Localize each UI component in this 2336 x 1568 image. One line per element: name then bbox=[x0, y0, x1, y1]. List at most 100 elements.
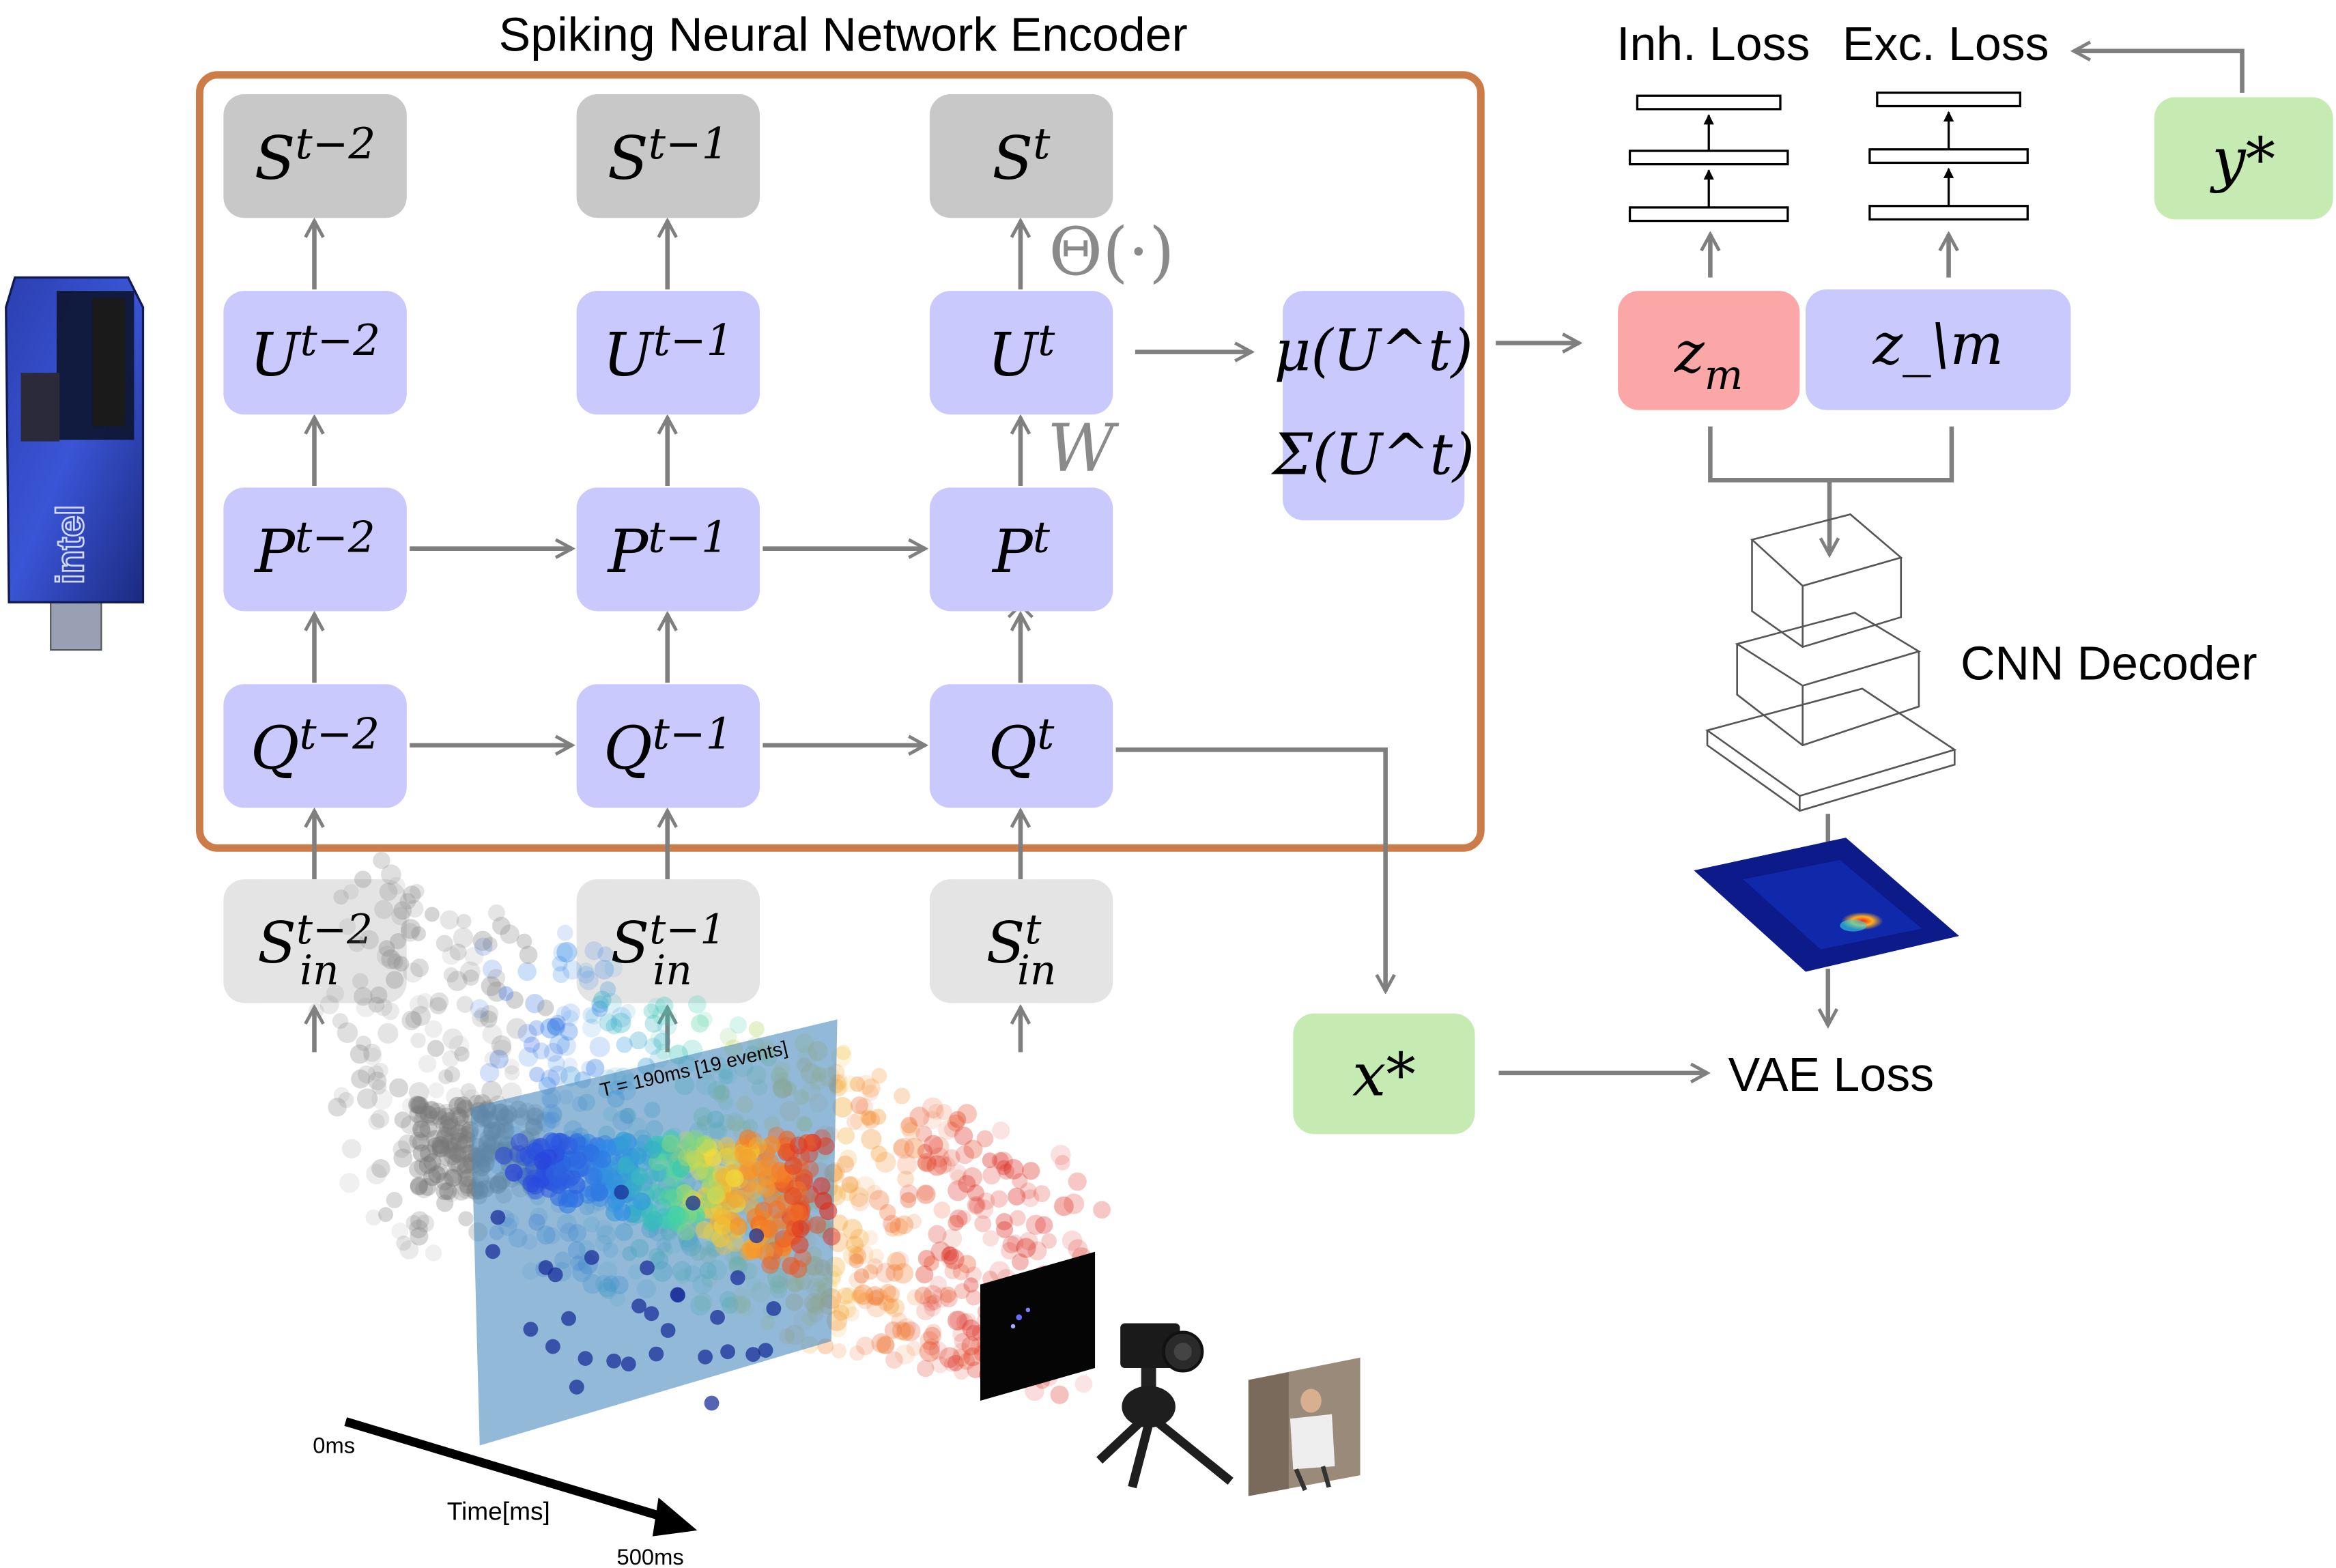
event-point bbox=[443, 1186, 459, 1203]
event-point bbox=[343, 884, 359, 900]
event-point bbox=[868, 1190, 889, 1210]
slice-event-point bbox=[729, 1217, 747, 1236]
event-point bbox=[1012, 1253, 1029, 1271]
event-point bbox=[952, 1264, 970, 1281]
event-point bbox=[456, 1161, 475, 1180]
znm-box bbox=[1806, 289, 2071, 410]
event-point bbox=[833, 1305, 850, 1321]
slice-event-point bbox=[523, 1322, 539, 1337]
event-point bbox=[879, 1283, 896, 1300]
slice-event-point bbox=[816, 1137, 835, 1156]
event-point bbox=[943, 1122, 960, 1138]
event-point bbox=[895, 1344, 915, 1365]
event-point bbox=[850, 1111, 870, 1131]
event-point bbox=[429, 992, 449, 1012]
slice-event-point bbox=[553, 1133, 572, 1152]
event-point bbox=[976, 1130, 994, 1148]
slice-event-point bbox=[584, 1250, 599, 1265]
event-point bbox=[354, 986, 373, 1006]
event-point bbox=[410, 1032, 426, 1049]
event-point bbox=[885, 1298, 905, 1317]
event-point bbox=[860, 1111, 876, 1126]
event-point bbox=[351, 1069, 371, 1089]
event-point bbox=[599, 1013, 618, 1031]
decoder-block-mid bbox=[1735, 612, 1922, 747]
event-point bbox=[378, 1023, 399, 1044]
slice-event-point bbox=[752, 1160, 770, 1178]
slice-event-point bbox=[746, 1208, 765, 1227]
event-point bbox=[487, 904, 505, 922]
event-point bbox=[696, 1011, 713, 1027]
event-point bbox=[889, 1217, 909, 1236]
event-point bbox=[366, 1163, 387, 1184]
event-point bbox=[359, 930, 379, 950]
event-point bbox=[449, 943, 467, 961]
event-point bbox=[402, 885, 421, 904]
event-point bbox=[480, 1010, 498, 1028]
event-point bbox=[591, 995, 609, 1013]
event-point bbox=[941, 1246, 960, 1265]
slice-event-point bbox=[678, 1148, 696, 1167]
slice-event-point bbox=[761, 1256, 780, 1274]
event-point bbox=[356, 997, 376, 1018]
p-node-0-box bbox=[223, 487, 407, 612]
slice-event-point bbox=[707, 1186, 725, 1205]
inh-loss-network bbox=[1628, 94, 1789, 223]
event-point bbox=[456, 995, 474, 1013]
slice-event-point bbox=[621, 1356, 636, 1372]
event-point bbox=[982, 1230, 999, 1247]
slice-event-point bbox=[766, 1301, 782, 1316]
event-point bbox=[844, 1306, 860, 1322]
event-point bbox=[387, 953, 403, 970]
event-point bbox=[562, 960, 582, 980]
event-point bbox=[922, 1296, 939, 1312]
event-point bbox=[414, 1158, 432, 1176]
event-point bbox=[897, 1154, 917, 1175]
event-point bbox=[319, 995, 339, 1014]
slice-event-point bbox=[606, 1353, 622, 1369]
event-point bbox=[550, 1014, 566, 1031]
event-point bbox=[393, 1148, 413, 1168]
event-point bbox=[547, 1017, 565, 1036]
event-point bbox=[437, 1107, 455, 1126]
event-point bbox=[426, 1130, 444, 1148]
event-point bbox=[1022, 1162, 1040, 1180]
event-point bbox=[952, 1326, 968, 1342]
event-point bbox=[944, 1263, 961, 1280]
event-point bbox=[896, 1322, 915, 1341]
event-point bbox=[431, 1136, 450, 1154]
event-point bbox=[410, 1178, 428, 1196]
event-point bbox=[409, 1131, 427, 1150]
event-point bbox=[429, 997, 447, 1014]
event-point bbox=[462, 969, 479, 986]
event-point bbox=[333, 889, 349, 905]
event-point bbox=[482, 959, 502, 980]
event-point bbox=[412, 1120, 431, 1139]
event-point bbox=[868, 1249, 884, 1264]
event-point bbox=[444, 1169, 463, 1187]
event-point bbox=[861, 1110, 877, 1126]
event-point bbox=[448, 1107, 467, 1125]
event-point bbox=[1027, 1241, 1047, 1261]
event-point bbox=[954, 1126, 973, 1145]
event-point bbox=[923, 1338, 941, 1356]
event-point bbox=[894, 1087, 911, 1104]
event-point bbox=[562, 1010, 579, 1027]
event-point bbox=[484, 1051, 501, 1068]
event-point bbox=[429, 1150, 450, 1171]
decoder-output-heatmap bbox=[1694, 838, 1959, 972]
event-point bbox=[446, 1154, 466, 1173]
event-point bbox=[917, 1153, 937, 1173]
event-point bbox=[917, 1143, 933, 1160]
slice-event-point bbox=[739, 1148, 757, 1167]
s-node-0: St−2 bbox=[223, 94, 407, 218]
event-point bbox=[943, 1356, 960, 1372]
event-point bbox=[990, 1190, 1008, 1208]
event-point bbox=[982, 1152, 998, 1169]
event-point bbox=[894, 1215, 914, 1235]
event-point bbox=[920, 1156, 937, 1173]
event-point bbox=[382, 1002, 399, 1021]
event-point bbox=[998, 1163, 1014, 1180]
event-point bbox=[856, 1337, 875, 1356]
event-point bbox=[591, 1000, 608, 1017]
